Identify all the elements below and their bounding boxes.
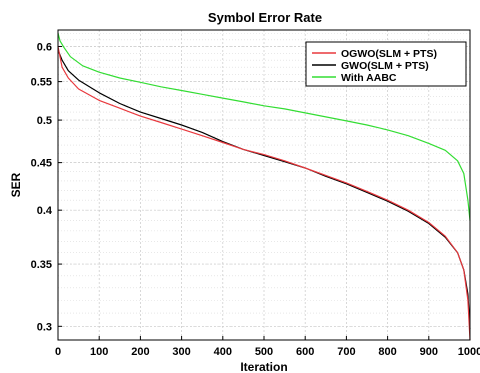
plot-frame	[57, 29, 471, 341]
x-tick-label: 900	[420, 346, 438, 358]
x-tick-label: 0	[55, 346, 61, 358]
y-tick-label: 0.35	[31, 259, 52, 271]
chart-title: Symbol Error Rate	[208, 10, 322, 25]
tick-labels: 0 100 200 300 400 500 600 700 800 900 1000 0.3 0.35 0…	[31, 41, 480, 358]
y-tick-label: 0.5	[37, 115, 52, 127]
grid-lines	[57, 30, 471, 341]
y-tick-label: 0.4	[37, 205, 53, 217]
series-line-0	[57, 46, 471, 341]
legend-box	[305, 41, 467, 87]
x-tick-label: 200	[131, 346, 149, 358]
x-tick-label: 100	[90, 346, 108, 358]
series-line-1	[57, 49, 471, 330]
y-axis-label: SER	[9, 172, 23, 197]
x-axis-label: Iteration	[240, 360, 287, 373]
y-tick-label: 0.3	[37, 321, 52, 333]
x-tick-label: 300	[172, 346, 190, 358]
x-tick-label: 600	[296, 346, 314, 358]
legend-entry: OGWO(SLM + PTS)	[341, 48, 437, 60]
legend: OGWO(SLM + PTS)GWO(SLM + PTS)With AABC	[305, 41, 467, 87]
x-tick-label: 700	[337, 346, 355, 358]
x-tick-label: 800	[378, 346, 396, 358]
x-tick-label: 400	[214, 346, 232, 358]
y-tick-label: 0.6	[37, 41, 52, 53]
series-lines	[57, 33, 471, 341]
series-line-2	[57, 33, 471, 221]
x-tick-label: 1000	[458, 346, 480, 358]
legend-entry: With AABC	[341, 72, 397, 84]
x-tick-label: 500	[255, 346, 273, 358]
y-tick-label: 0.45	[31, 158, 52, 170]
y-tick-label: 0.55	[31, 77, 52, 89]
legend-entry: GWO(SLM + PTS)	[341, 60, 429, 72]
